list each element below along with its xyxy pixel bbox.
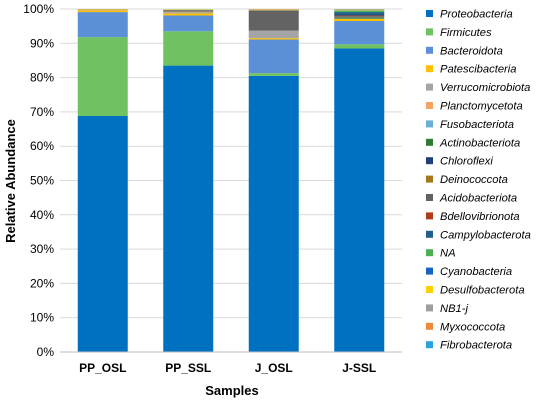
legend-swatch (426, 286, 433, 293)
bar-segment (334, 10, 385, 13)
bar-segment (77, 10, 128, 13)
legend-label: Patescibacteria (440, 64, 517, 76)
legend-label: NA (440, 248, 456, 260)
bar-segment (334, 48, 385, 352)
legend-label: Chloroflexi (440, 156, 493, 168)
bar-segment (248, 10, 299, 31)
bar-segment (77, 12, 128, 38)
legend-label: Fibrobacterota (440, 340, 512, 352)
legend-swatch (426, 65, 433, 73)
legend-label: Myxococcota (440, 321, 505, 333)
legend-label: Deinococcota (440, 174, 508, 186)
y-axis-title: Relative Abundance (3, 119, 18, 243)
legend-swatch (426, 230, 433, 238)
legend-swatch (426, 102, 433, 109)
x-category-label: PP_SSL (165, 361, 211, 375)
x-category-label: J_OSL (255, 361, 293, 375)
legend-swatch (426, 46, 433, 54)
legend-label: Bacteroidota (440, 45, 503, 57)
legend-swatch (426, 120, 433, 128)
bar-segment (163, 12, 214, 14)
bar-segment (248, 30, 299, 39)
bar-segment (163, 65, 214, 352)
y-tick-label: 70% (30, 105, 54, 119)
y-tick-label: 0% (37, 345, 55, 359)
x-category-label: J-SSL (342, 361, 376, 375)
y-tick-label: 50% (30, 174, 54, 188)
y-tick-label: 20% (30, 276, 54, 290)
bar-segment (334, 18, 385, 22)
bar-segment (77, 37, 128, 117)
bar-segment (334, 44, 385, 49)
bar-segment (248, 73, 299, 76)
legend-swatch (426, 138, 433, 146)
legend-label: Planctomycetota (440, 101, 523, 113)
bar-segment (334, 17, 385, 19)
y-tick-label: 10% (30, 311, 54, 325)
legend-swatch (426, 341, 433, 349)
y-tick-label: 80% (30, 71, 54, 85)
y-tick-label: 40% (30, 208, 54, 222)
legend-label: Acidobacteriota (439, 193, 517, 205)
legend: Proteobacteria Firmicutes Bacteroidota Pate… (426, 9, 531, 352)
legend-swatch (426, 157, 433, 165)
legend-swatch (426, 212, 433, 220)
legend-label: NB1-j (440, 303, 468, 315)
legend-label: Proteobacteria (440, 9, 513, 21)
legend-swatch (426, 194, 433, 201)
legend-label: Fusobacteriota (440, 119, 514, 131)
bar-segment (77, 116, 128, 353)
bar-segment (163, 31, 214, 66)
legend-label: Desulfobacterota (440, 285, 525, 297)
bar-segment (163, 13, 214, 16)
y-tick-label: 100% (23, 2, 54, 16)
legend-swatch (426, 249, 433, 257)
bar-segment (334, 15, 385, 17)
x-axis-categories: PP_OSL PP_SSL J_OSL J-SSL (79, 361, 376, 375)
legend-swatch (426, 83, 433, 91)
bar-segment (248, 38, 299, 40)
y-tick-label: 60% (30, 139, 54, 153)
legend-swatch (426, 28, 433, 36)
legend-swatch (426, 10, 433, 17)
y-axis-ticks: 0% 10% 20% 30% 40% 50% 60% 70% 80% 90% 100% (23, 2, 54, 359)
legend-label: Campylobacterota (440, 229, 531, 241)
legend-label: Bdellovibrionota (440, 211, 520, 223)
legend-label: Actinobacteriota (439, 137, 520, 149)
y-tick-label: 90% (30, 36, 54, 50)
legend-label: Firmicutes (440, 27, 492, 39)
legend-swatch (426, 267, 433, 275)
bar-segment (163, 15, 214, 32)
bar-segment (334, 16, 385, 18)
bar-segment (163, 10, 214, 12)
legend-swatch (426, 322, 433, 330)
legend-label: Verrucomicrobiota (440, 82, 530, 94)
bar-segment (248, 75, 299, 352)
bar-segment (334, 12, 385, 16)
bar-stacks (77, 9, 385, 353)
bar-segment (334, 9, 385, 11)
bar-segment (248, 39, 299, 74)
legend-label: Cyanobacteria (440, 266, 512, 278)
y-tick-label: 30% (30, 242, 54, 256)
legend-swatch (426, 304, 433, 312)
x-axis-title: Samples (205, 383, 258, 398)
legend-swatch (426, 175, 433, 183)
x-category-label: PP_OSL (79, 361, 126, 375)
bar-segment (334, 21, 385, 45)
